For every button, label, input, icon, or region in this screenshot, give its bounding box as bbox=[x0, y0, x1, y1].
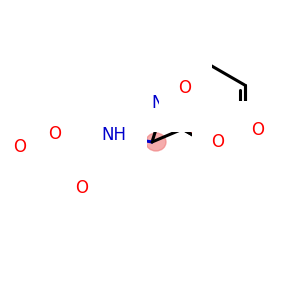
Text: O: O bbox=[212, 133, 224, 151]
Text: O: O bbox=[14, 138, 26, 156]
Ellipse shape bbox=[146, 133, 166, 151]
Text: O: O bbox=[76, 179, 88, 197]
Text: NH: NH bbox=[152, 94, 176, 112]
Text: O: O bbox=[178, 79, 191, 97]
Text: O: O bbox=[251, 121, 265, 139]
Ellipse shape bbox=[102, 120, 126, 150]
Text: O: O bbox=[49, 125, 62, 143]
Text: NH: NH bbox=[101, 126, 127, 144]
